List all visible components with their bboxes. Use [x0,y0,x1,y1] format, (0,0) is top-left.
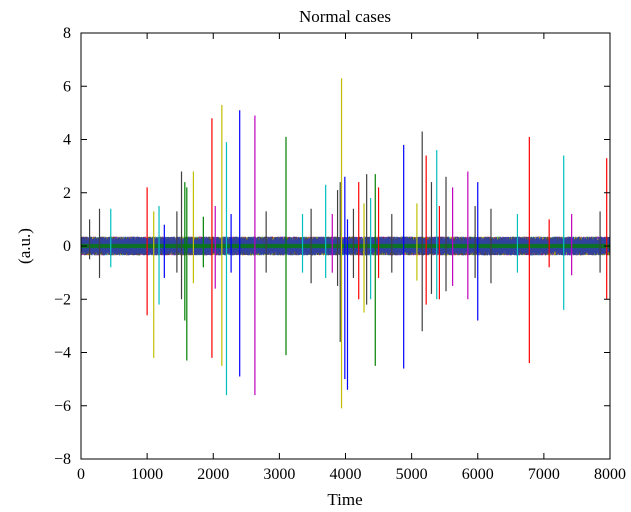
x-axis-label: Time [327,490,362,509]
y-axis-label: (a.u.) [15,228,34,264]
y-tick-label: −6 [54,398,71,415]
y-tick-label: −8 [54,451,71,468]
x-tick-label: 4000 [330,466,362,483]
y-tick-label: 6 [63,78,71,95]
y-tick-label: 4 [63,132,71,149]
y-tick-label: −2 [54,291,71,308]
x-tick-label: 7000 [528,466,560,483]
x-tick-label: 3000 [263,466,295,483]
y-tick-label: 8 [63,25,71,42]
baseline-band [81,243,610,249]
x-tick-label: 0 [77,466,85,483]
x-tick-label: 5000 [396,466,428,483]
plot-area [81,78,610,409]
chart-title: Normal cases [299,7,391,26]
x-tick-label: 8000 [594,466,626,483]
y-tick-label: −4 [54,345,71,362]
axis-ticks: 0 1000 2000 3000 4000 5000 6000 7000 8000 −8 −6 −4 −… [54,25,626,483]
x-tick-label: 1000 [131,466,163,483]
x-tick-label: 6000 [462,466,494,483]
y-tick-label: 2 [63,185,71,202]
y-tick-label: 0 [63,238,71,255]
x-tick-label: 2000 [197,466,229,483]
